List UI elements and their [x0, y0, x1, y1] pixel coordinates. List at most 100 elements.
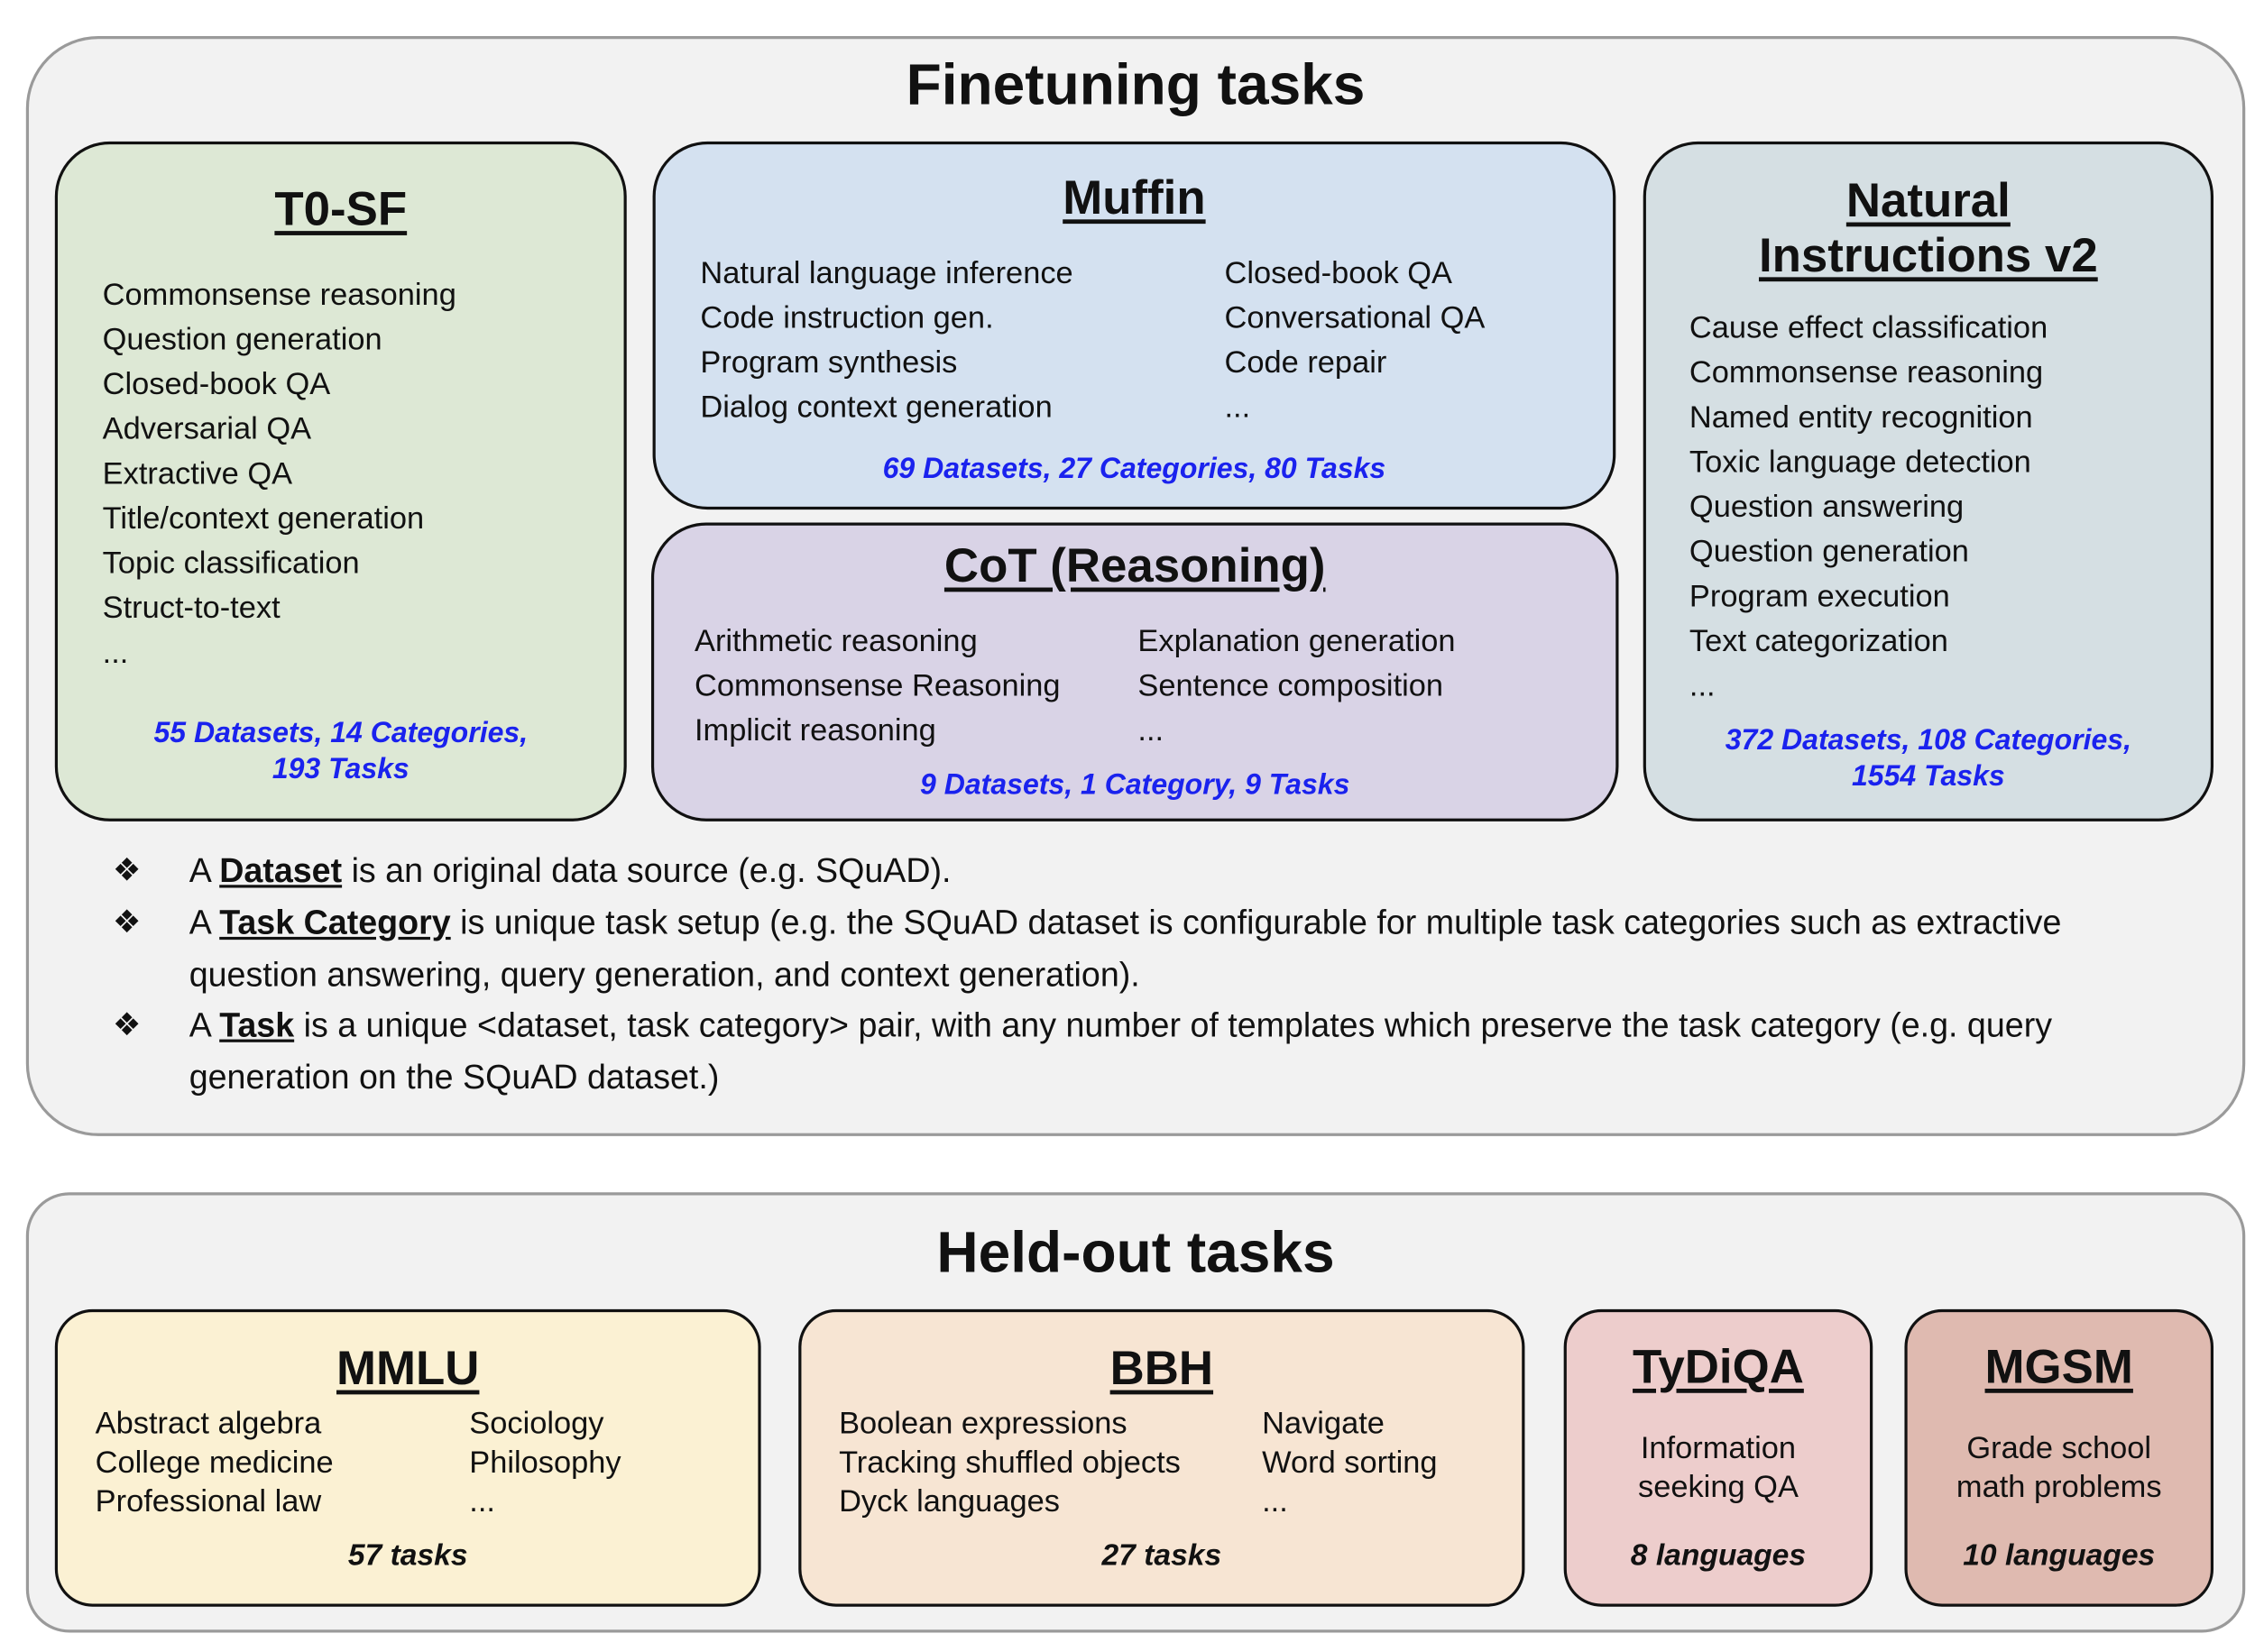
title-line: Instructions v2 [1758, 227, 2098, 282]
stats-line: 55 Datasets, 14 Categories, [153, 717, 529, 749]
cot-box: CoT (Reasoning) Arithmetic reasoning Comm… [650, 522, 1619, 821]
list-item: Topic classification [102, 546, 360, 581]
bbh-title: BBH [1109, 1341, 1214, 1395]
desc-line: Grade school [1966, 1430, 2152, 1465]
list-item: Abstract algebra [95, 1406, 322, 1441]
list-item: Conversational QA [1224, 299, 1486, 335]
definition-post: is an original data source (e.g. SQuAD). [342, 851, 952, 890]
mgsm-desc: Grade school math problems [1908, 1429, 2211, 1507]
list-item: Commonsense Reasoning [694, 668, 1061, 703]
list-item: ... [102, 635, 129, 670]
tydiqa-stats: 8 languages [1630, 1538, 1807, 1573]
stats-line: 1554 Tasks [1852, 760, 2005, 793]
cot-right-items: Explanation generation Sentence compositi… [1137, 620, 1455, 754]
list-item: Struct-to-text [102, 590, 281, 626]
list-item: ... [1689, 668, 1716, 703]
list-item: Professional law [95, 1483, 322, 1519]
list-item: College medicine [95, 1445, 334, 1480]
tydiqa-desc: Information seeking QA [1567, 1429, 1870, 1507]
title-line: Natural [1845, 173, 2011, 227]
list-item: ... [469, 1483, 495, 1519]
diamond-bullet-icon: ❖ [112, 904, 142, 941]
list-item: Closed-book QA [102, 366, 331, 402]
niv2-title: Natural Instructions v2 [1646, 173, 2211, 283]
list-item: Program execution [1689, 578, 1950, 614]
bbh-box: BBH Boolean expressions Tracking shuffled… [798, 1308, 1525, 1607]
bbh-left-items: Boolean expressions Tracking shuffled obj… [839, 1405, 1181, 1522]
list-item: Dyck languages [839, 1483, 1060, 1519]
mmlu-left-items: Abstract algebra College medicine Professi… [96, 1405, 334, 1522]
list-item: ... [1224, 390, 1251, 425]
list-item: Program synthesis [700, 344, 958, 381]
t0sf-title: T0-SF [274, 181, 408, 235]
list-item: Boolean expressions [839, 1406, 1127, 1441]
list-item: Toxic language detection [1689, 445, 2031, 480]
stats-line: 372 Datasets, 108 Categories, [1725, 724, 2132, 757]
list-item: Navigate [1262, 1406, 1385, 1441]
bbh-right-items: Navigate Word sorting... [1262, 1405, 1437, 1522]
definition-post: is unique task setup (e.g. the SQuAD dat… [189, 904, 2062, 993]
list-item: Sentence composition [1137, 668, 1444, 703]
muffin-right-items: Closed-book QA Conversational QA Code repa… [1224, 252, 1485, 430]
muffin-left-items: Natural language inference Code instructi… [700, 252, 1072, 430]
niv2-items: Cause effect classification Commonsense r… [1689, 306, 2048, 709]
cot-stats: 9 Datasets, 1 Category, 9 Tasks [920, 769, 1350, 802]
list-item: Commonsense reasoning [1689, 354, 2044, 390]
list-item: Word sorting [1262, 1445, 1438, 1480]
list-item: Question generation [102, 321, 382, 357]
list-item: Dialog context generation [700, 390, 1053, 425]
definition-item: A Task Category is unique task setup (e.… [189, 898, 2182, 1001]
niv2-box: Natural Instructions v2 Cause effect cla… [1643, 141, 2214, 821]
list-item: Code instruction gen. [700, 299, 994, 335]
cot-title: CoT (Reasoning) [943, 538, 1326, 592]
list-item: Named entity recognition [1689, 399, 2033, 435]
list-item: Text categorization [1689, 623, 1948, 658]
bbh-stats: 27 tasks [1101, 1538, 1222, 1573]
stats-line: 193 Tasks [271, 753, 410, 785]
list-item: Explanation generation [1137, 623, 1456, 658]
desc-line: math problems [1956, 1469, 2162, 1505]
list-item: Extractive QA [102, 455, 293, 491]
definition-post: is a unique <dataset, task category> pai… [189, 1005, 2053, 1096]
list-item: Closed-book QA [1224, 255, 1453, 290]
list-item: Commonsense reasoning [102, 277, 456, 312]
niv2-stats: 372 Datasets, 108 Categories, 1554 Tasks [1646, 723, 2211, 795]
desc-line: seeking QA [1637, 1469, 1799, 1505]
muffin-title: Muffin [1063, 170, 1206, 225]
list-item: Implicit reasoning [694, 712, 936, 748]
tydiqa-box: TyDiQA Information seeking QA 8 language… [1563, 1308, 1873, 1607]
definition-pre: A [189, 851, 220, 890]
mmlu-stats: 57 tasks [347, 1538, 468, 1573]
muffin-box: Muffin Natural language inference Code in… [652, 141, 1616, 510]
definition-item: A Dataset is an original data source (e.… [189, 846, 2182, 897]
definition-term: Task [219, 1005, 295, 1044]
list-item: Title/context generation [102, 500, 425, 536]
mmlu-box: MMLU Abstract algebra College medicine Pro… [54, 1308, 761, 1607]
mmlu-right-items: Sociology Philosophy... [469, 1405, 621, 1522]
finetuning-title: Finetuning tasks [906, 53, 1366, 117]
t0sf-items: Commonsense reasoning Question generation… [103, 273, 456, 676]
list-item: ... [1137, 712, 1164, 748]
definition-term: Dataset [219, 851, 343, 890]
mmlu-title: MMLU [336, 1341, 480, 1395]
diamond-bullet-icon: ❖ [112, 851, 142, 888]
list-item: ... [1262, 1483, 1288, 1519]
definition-pre: A [189, 1005, 220, 1044]
list-item: Adversarial QA [102, 411, 312, 446]
heldout-title: Held-out tasks [936, 1221, 1335, 1285]
list-item: Code repair [1224, 344, 1387, 381]
t0sf-stats: 55 Datasets, 14 Categories, 193 Tasks [58, 716, 624, 788]
list-item: Cause effect classification [1689, 310, 2048, 345]
mgsm-box: MGSM Grade school math problems 10 langu… [1904, 1308, 2214, 1607]
tydiqa-title: TyDiQA [1633, 1339, 1804, 1393]
list-item: Question generation [1689, 534, 1969, 569]
list-item: Natural language inference [700, 255, 1073, 290]
list-item: Arithmetic reasoning [694, 623, 978, 658]
mgsm-stats: 10 languages [1963, 1538, 2156, 1573]
muffin-stats: 69 Datasets, 27 Categories, 80 Tasks [882, 453, 1386, 485]
diamond-bullet-icon: ❖ [112, 1005, 142, 1042]
list-item: Question answering [1689, 489, 1965, 525]
desc-line: Information [1640, 1430, 1797, 1465]
definition-pre: A [189, 904, 220, 941]
